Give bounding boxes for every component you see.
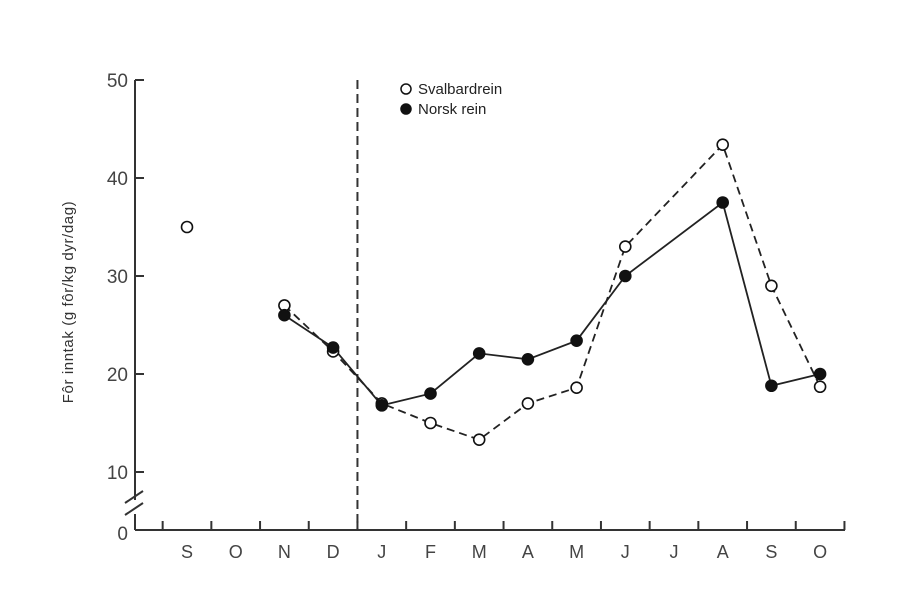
axis-break-mark <box>124 502 144 516</box>
marker-filled-circle <box>618 269 632 283</box>
x-tick-label: O <box>229 542 243 562</box>
series-line-norsk-rein <box>283 200 821 407</box>
marker-open-circle <box>765 279 778 293</box>
series-markers <box>180 138 827 446</box>
legend-marker <box>400 83 412 95</box>
y-zero-label: 0 <box>117 524 128 545</box>
legend: Svalbardrein Norsk rein <box>400 81 502 118</box>
series-line-svalbardrein <box>283 143 821 441</box>
marker-open-circle <box>570 381 583 395</box>
x-tick-label: M <box>472 542 487 562</box>
x-tick-label: A <box>717 542 729 562</box>
x-tick-label: S <box>765 542 777 562</box>
marker-filled-circle <box>278 308 291 322</box>
series-lines <box>283 143 821 441</box>
marker-open-circle <box>716 138 730 151</box>
marker-open-circle <box>521 397 535 410</box>
x-tick-label: M <box>569 542 584 562</box>
marker-filled-circle <box>716 196 730 209</box>
x-tick-label: J <box>621 542 630 562</box>
marker-open-circle <box>813 380 827 394</box>
marker-filled-circle <box>472 347 486 360</box>
marker-filled-circle <box>424 387 437 400</box>
x-tick-label: D <box>327 542 340 562</box>
x-tick-label: N <box>278 542 291 562</box>
legend-label: Svalbardrein <box>418 81 502 98</box>
marker-filled-circle <box>813 367 827 381</box>
legend-marker <box>400 103 412 115</box>
y-tick-label: 40 <box>107 169 128 190</box>
y-axis-label: Fôr inntak (g fôr/kg dyr/dag) <box>60 201 77 403</box>
x-tick-label: A <box>522 542 534 562</box>
y-tick-label: 50 <box>107 71 128 92</box>
marker-open-circle <box>424 416 437 430</box>
legend-label: Norsk rein <box>418 101 486 118</box>
marker-filled-circle <box>375 399 389 412</box>
y-tick-label: 30 <box>107 267 128 288</box>
x-tick-label: F <box>425 542 436 562</box>
y-tick-label: 20 <box>107 365 128 386</box>
y-tick-label: 10 <box>107 463 128 484</box>
x-tick-label: J <box>670 542 679 562</box>
x-tick-label: O <box>813 542 827 562</box>
marker-open-circle <box>180 220 194 234</box>
marker-filled-circle <box>570 334 583 347</box>
marker-filled-circle <box>765 379 778 393</box>
marker-filled-circle <box>521 352 535 366</box>
marker-open-circle <box>618 240 632 253</box>
x-tick-label: S <box>181 542 193 562</box>
marker-open-circle <box>472 433 486 446</box>
x-tick-label: J <box>377 542 386 562</box>
axis-break-mark <box>124 490 144 504</box>
marker-filled-circle <box>326 341 340 354</box>
axes: 50 40 30 20 10 0 S O N D J F M A M J J A S O <box>107 71 846 562</box>
